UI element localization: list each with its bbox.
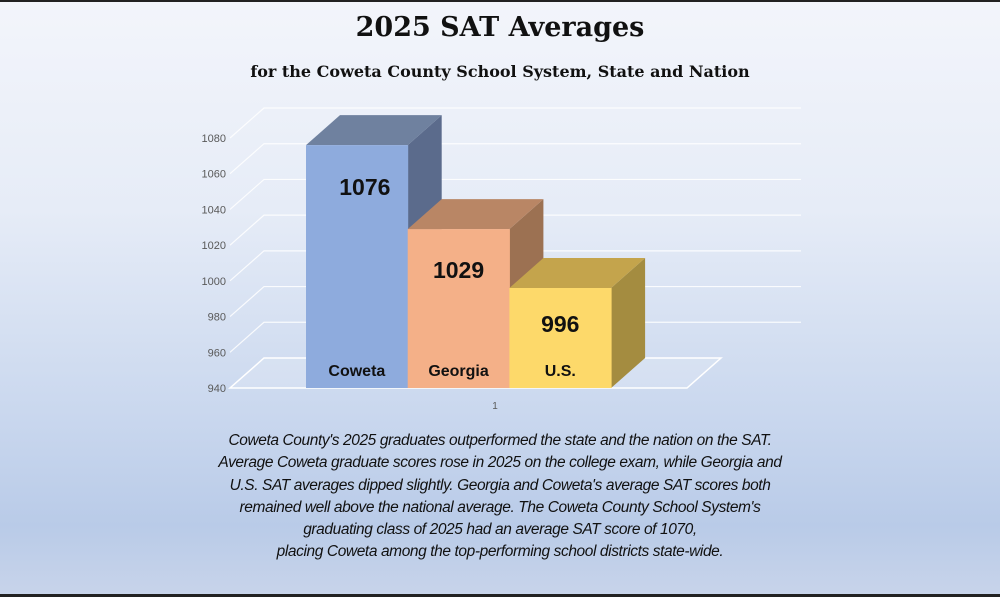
data-label: 1076 bbox=[339, 174, 390, 200]
bar-top bbox=[306, 115, 442, 146]
caption-line: remained well above the national average… bbox=[239, 498, 761, 516]
y-tick-label: 1080 bbox=[202, 133, 226, 145]
data-label: 1029 bbox=[433, 257, 484, 283]
bar-top bbox=[407, 199, 544, 230]
category-label: U.S. bbox=[545, 363, 576, 380]
gridline bbox=[229, 178, 801, 210]
chart-subtitle: for the Coweta County School System, Sta… bbox=[250, 62, 750, 81]
x-tick-label: 1 bbox=[492, 401, 498, 412]
y-tick-label: 1060 bbox=[202, 169, 226, 181]
y-tick-label: 980 bbox=[208, 312, 226, 324]
y-tick-label: 1040 bbox=[202, 204, 226, 216]
gridline bbox=[229, 107, 801, 139]
caption-line: U.S. SAT averages dipped slightly. Georg… bbox=[229, 476, 771, 494]
bar-front bbox=[407, 229, 510, 388]
caption-line: graduating class of 2025 had an average … bbox=[303, 521, 697, 539]
bar-us: 996 U.S. bbox=[509, 258, 646, 388]
data-label: 996 bbox=[541, 311, 579, 337]
bar-side bbox=[611, 258, 646, 388]
gridline bbox=[229, 143, 801, 175]
y-tick-label: 960 bbox=[208, 347, 226, 359]
y-tick-label: 940 bbox=[208, 383, 226, 395]
caption: Coweta County's 2025 graduates outperfor… bbox=[150, 430, 850, 564]
bar-top bbox=[509, 258, 646, 288]
caption-line: placing Coweta among the top-performing … bbox=[276, 543, 724, 561]
gridline bbox=[229, 214, 801, 246]
category-label: Coweta bbox=[328, 363, 385, 380]
category-label: Georgia bbox=[428, 363, 489, 380]
y-tick-label: 1000 bbox=[202, 276, 226, 288]
bar-front bbox=[509, 288, 612, 388]
gridline bbox=[229, 250, 801, 282]
caption-line: Average Coweta graduate scores rose in 2… bbox=[218, 454, 782, 472]
caption-line: Coweta County's 2025 graduates outperfor… bbox=[228, 432, 772, 449]
chart-title: 2025 SAT Averages bbox=[355, 12, 645, 43]
y-tick-label: 1020 bbox=[202, 240, 226, 252]
bar-front bbox=[306, 145, 409, 388]
